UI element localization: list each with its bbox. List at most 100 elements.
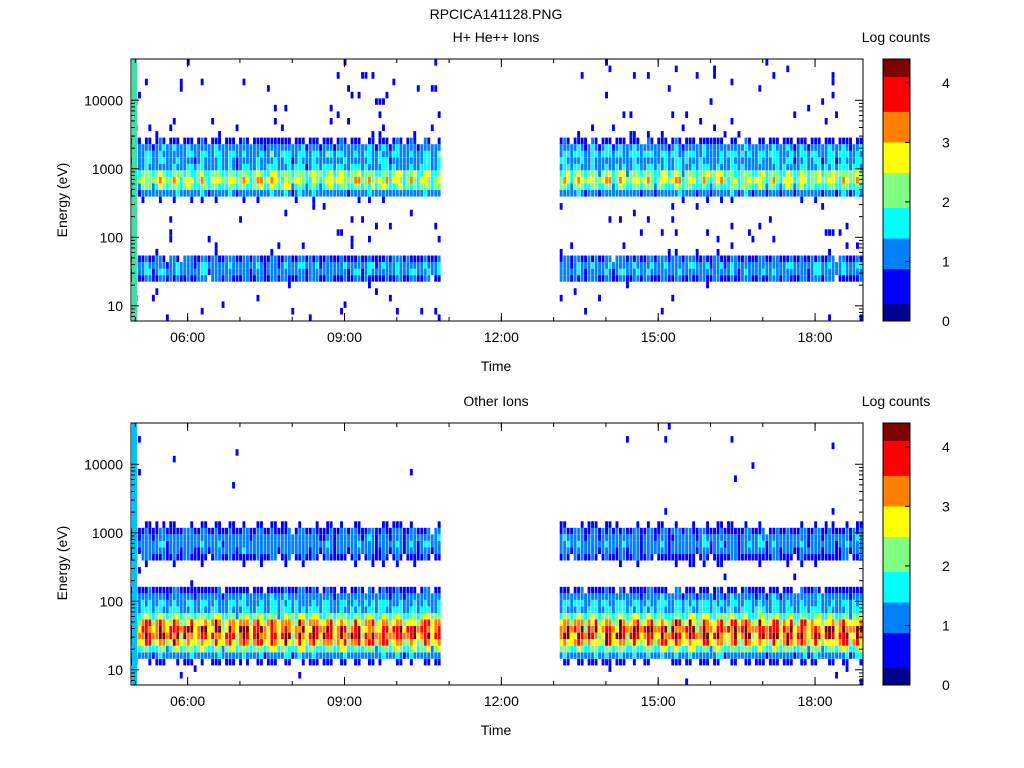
heat-cell — [402, 144, 406, 151]
heat-cell — [563, 613, 567, 620]
heat-cell — [751, 275, 755, 282]
heat-cell — [343, 632, 347, 640]
heat-cell — [186, 157, 190, 164]
heat-cell — [395, 255, 399, 263]
heat-cell — [845, 176, 849, 184]
heat-cell — [570, 639, 574, 646]
heat-cell — [294, 157, 298, 164]
heat-cell — [138, 190, 141, 197]
heat-cell — [368, 150, 371, 158]
heat-cell — [692, 534, 696, 541]
heat-cell — [692, 560, 696, 568]
heat-cell — [246, 554, 249, 561]
heat-cell — [176, 534, 180, 541]
heat-cell — [598, 144, 601, 151]
heat-cell — [657, 255, 661, 263]
heat-cell — [357, 586, 361, 594]
heat-cell — [340, 521, 343, 528]
heat-cell — [151, 255, 155, 263]
heat-cell — [758, 163, 762, 171]
heat-cell — [737, 262, 741, 269]
heat-cell — [657, 190, 661, 197]
heat-cell — [165, 534, 169, 541]
colorbar-segment — [883, 233, 910, 239]
heat-cell — [772, 72, 776, 79]
heat-cell — [402, 626, 406, 633]
heat-cell — [350, 157, 354, 164]
colorbar-segment — [883, 111, 910, 117]
heat-cell — [186, 626, 190, 633]
heat-cell — [577, 255, 581, 263]
heat-cell — [406, 527, 410, 535]
heat-cell — [646, 606, 650, 613]
heat-cell — [273, 268, 277, 276]
heat-cell — [632, 137, 636, 145]
heat-cell — [329, 527, 333, 535]
heat-cell — [176, 645, 180, 653]
heat-cell — [357, 652, 361, 659]
heat-cell — [172, 144, 176, 151]
heat-cell — [284, 190, 288, 197]
heat-cell — [667, 170, 671, 177]
heat-cell — [737, 131, 741, 138]
heat-cell — [221, 301, 225, 308]
heat-cell — [235, 157, 239, 164]
heat-cell — [859, 275, 863, 282]
heat-cell — [577, 613, 581, 620]
heat-cell — [200, 521, 204, 528]
heat-cell — [291, 176, 295, 184]
heat-cell — [584, 619, 587, 626]
heat-cell — [619, 163, 622, 171]
heat-cell — [176, 137, 180, 145]
heat-cell — [200, 150, 204, 158]
heat-cell — [563, 150, 567, 158]
heat-cell — [228, 606, 232, 613]
heat-cell — [308, 586, 312, 594]
heat-cell — [364, 554, 368, 561]
heat-cell — [720, 275, 723, 282]
heat-cell — [594, 521, 598, 528]
heat-cell — [737, 144, 741, 151]
heat-cell — [287, 619, 291, 626]
heat-cell — [706, 652, 709, 659]
heat-cell — [608, 137, 612, 145]
heat-cell — [326, 262, 330, 269]
heat-cell — [723, 190, 727, 197]
heat-cell — [824, 176, 828, 184]
heat-cell — [619, 255, 622, 263]
heat-cell — [193, 150, 197, 158]
heat-cell — [427, 527, 431, 535]
heat-cell — [148, 255, 152, 263]
heat-cell — [681, 268, 685, 276]
heat-cell — [141, 268, 145, 276]
heat-cell — [559, 521, 563, 528]
heat-cell — [730, 547, 734, 554]
heat-cell — [375, 144, 378, 151]
heat-cell — [162, 619, 166, 626]
heat-cell — [646, 262, 650, 269]
heat-cell — [284, 176, 288, 184]
heat-cell — [622, 268, 626, 276]
heat-cell — [395, 157, 399, 164]
heat-cell — [375, 98, 378, 105]
heat-cell — [430, 534, 434, 541]
heat-cell — [336, 593, 340, 600]
heat-cell — [716, 534, 720, 541]
heat-cell — [782, 144, 786, 151]
heat-cell — [225, 626, 228, 633]
heat-cell — [263, 137, 267, 145]
heat-cell — [155, 163, 159, 171]
heat-cell — [273, 163, 277, 171]
heat-cell — [141, 586, 145, 594]
heat-cell — [200, 183, 204, 190]
heat-cell — [375, 255, 378, 263]
heat-cell — [148, 183, 152, 190]
heat-cell — [354, 150, 357, 158]
heat-cell — [409, 632, 413, 640]
heat-cell — [246, 150, 249, 158]
heat-cell — [639, 262, 643, 269]
heat-cell — [674, 190, 678, 197]
heat-cell — [301, 137, 305, 145]
heat-cell — [221, 157, 225, 164]
heat-cell — [646, 586, 650, 594]
